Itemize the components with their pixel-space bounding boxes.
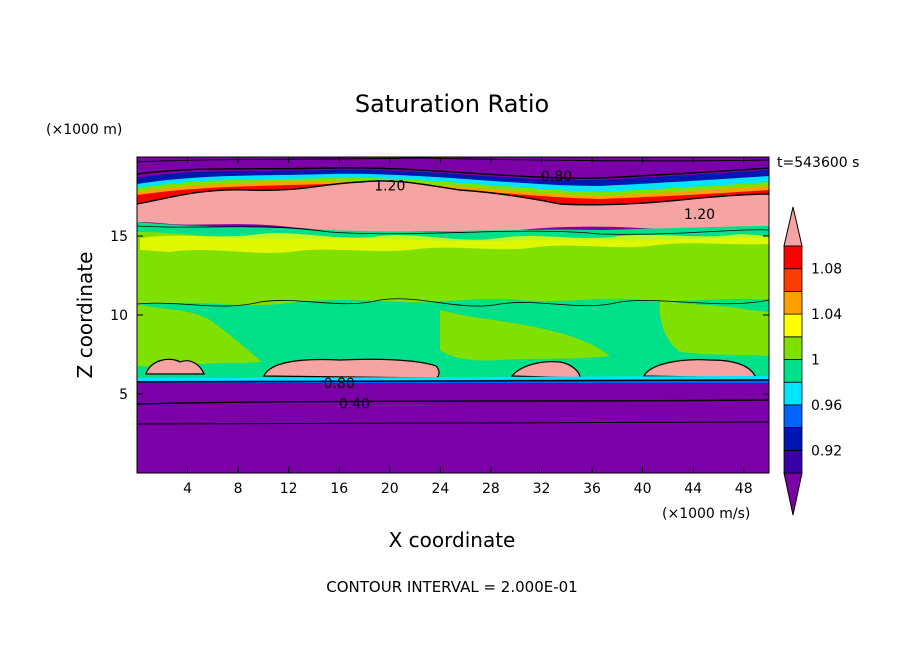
x-tick-label: 16	[330, 481, 348, 497]
lower-pocket-2	[263, 358, 440, 379]
contour-120-upper	[137, 180, 769, 206]
colorbar-swatch	[783, 313, 803, 338]
y-unit-label: (×1000 m)	[46, 122, 122, 138]
x-tick-label: 36	[583, 481, 601, 497]
colorbar-swatch	[783, 427, 803, 451]
contour-dry-top	[137, 157, 769, 163]
lower-dry-layer	[137, 383, 769, 473]
plot-area	[137, 157, 769, 473]
colorbar-swatch	[783, 336, 803, 360]
speckle-band	[140, 233, 769, 253]
x-tick-label: 8	[234, 481, 243, 497]
colorbar-swatch	[783, 245, 803, 270]
contour-cloud-top	[137, 225, 769, 235]
contour-080-upper	[137, 167, 769, 179]
x-tick-label: 20	[381, 481, 399, 497]
x-axis-label: X coordinate	[389, 528, 516, 552]
colorbar-extend-max	[783, 206, 803, 247]
contour-label: 0.40	[339, 396, 370, 412]
x-axis-ticks: 4 8 12 16 20 24 28 32 36 40 44 48	[183, 157, 753, 497]
chart-title: Saturation Ratio	[355, 90, 549, 118]
contour-interval-footer: CONTOUR INTERVAL = 2.000E-01	[326, 578, 577, 596]
contour-040-lower	[137, 399, 769, 405]
colorbar-swatch	[783, 404, 803, 428]
x-tick-label: 48	[735, 481, 753, 497]
colorbar-tick-label: 1	[811, 353, 820, 369]
colorbar-swatch	[783, 359, 803, 383]
colorbar-tick-label: 0.96	[811, 398, 842, 414]
contour-label: 1.20	[684, 207, 715, 223]
x-tick-label: 24	[431, 481, 449, 497]
time-label: t=543600 s	[777, 155, 859, 171]
lower-pocket-1	[145, 358, 205, 375]
x-tick-label: 40	[634, 481, 652, 497]
colorbar-swatch	[783, 449, 803, 474]
contour-label: 0.80	[324, 376, 355, 392]
contour-lower-3	[137, 421, 769, 425]
colorbar-swatch	[783, 381, 803, 406]
x-tick-label: 12	[280, 481, 298, 497]
lower-pocket-4	[643, 359, 757, 379]
y-tick-label: 10	[110, 308, 128, 324]
mid-cloud-core-left	[137, 304, 262, 367]
colorbar-tick-label: 1.08	[811, 262, 842, 278]
x-tick-label: 28	[482, 481, 500, 497]
x-tick-label: 4	[183, 481, 192, 497]
y-tick-label: 15	[110, 229, 128, 245]
contour-label: 1.20	[374, 178, 405, 194]
colorbar: 0.92 0.96 1 1.04 1.08	[783, 206, 842, 516]
colorbar-extend-min	[783, 472, 803, 516]
contour-080-lower	[137, 379, 769, 383]
x-unit-label: (×1000 m/s)	[662, 506, 750, 522]
x-tick-label: 32	[533, 481, 551, 497]
contour-label: 0.80	[541, 169, 572, 185]
lower-pocket-3	[510, 361, 581, 379]
y-axis-label: Z coordinate	[73, 252, 97, 379]
colorbar-tick-label: 0.92	[811, 443, 842, 459]
contour-labels: 1.20 0.80 1.20 0.80 0.40	[324, 169, 715, 413]
upper-supersaturated-layer	[137, 180, 769, 233]
y-axis-ticks: 5 10 15	[110, 229, 769, 403]
x-tick-label: 44	[684, 481, 702, 497]
mid-cloud-core-right	[659, 300, 769, 356]
colorbar-swatch	[783, 268, 803, 292]
y-tick-label: 5	[119, 387, 128, 403]
colorbar-tick-label: 1.04	[811, 307, 842, 323]
mid-cloud-core-center	[440, 310, 610, 361]
contour-mid-1	[137, 298, 769, 307]
colorbar-swatch	[783, 290, 803, 315]
